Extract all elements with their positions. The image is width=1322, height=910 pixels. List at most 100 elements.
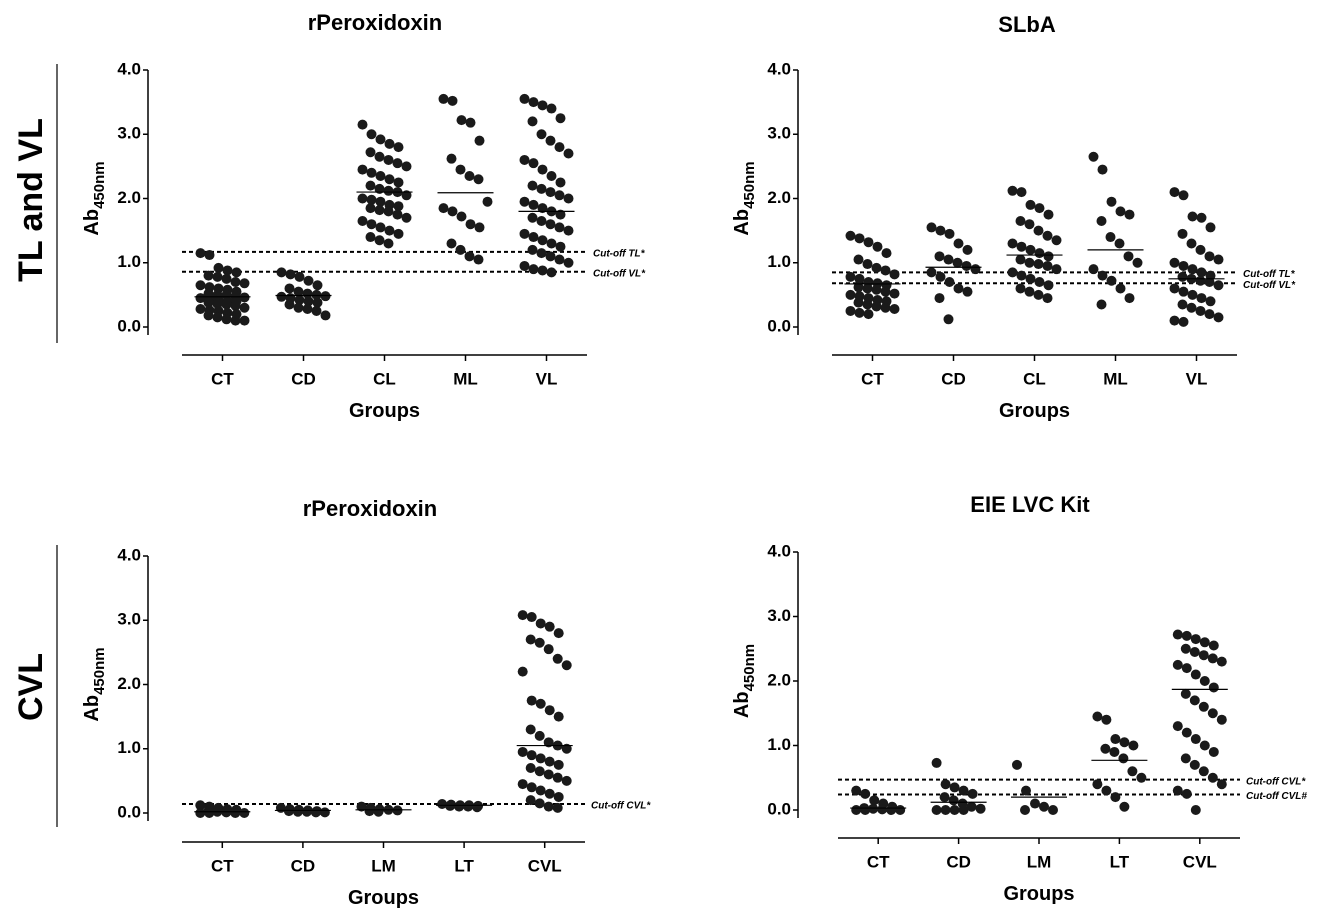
- chart-title: EIE LVC Kit: [970, 492, 1090, 517]
- data-point: [536, 248, 547, 259]
- data-point: [563, 193, 574, 204]
- data-point: [401, 212, 412, 223]
- data-point: [1190, 805, 1201, 815]
- chart-title: rPeroxidoxin: [303, 496, 437, 521]
- data-point: [536, 183, 547, 194]
- data-point: [195, 304, 206, 315]
- data-point: [1190, 634, 1201, 645]
- data-point: [1216, 656, 1227, 667]
- data-point: [357, 193, 368, 204]
- data-point: [465, 117, 476, 128]
- data-point: [319, 807, 330, 818]
- data-point: [961, 260, 972, 271]
- x-tick-label: CD: [291, 369, 316, 388]
- data-point: [545, 187, 556, 198]
- data-point: [1198, 701, 1209, 712]
- data-point: [851, 805, 862, 815]
- data-point: [1136, 772, 1147, 783]
- data-point: [204, 808, 215, 818]
- data-point: [526, 695, 537, 706]
- data-point: [853, 297, 864, 308]
- cutoff-label: Cut-off CVL*: [591, 801, 651, 812]
- data-point: [561, 775, 572, 786]
- x-tick-label: CL: [1023, 369, 1046, 388]
- data-point: [446, 238, 457, 249]
- data-point: [1043, 251, 1054, 262]
- data-point: [383, 238, 394, 249]
- data-point: [563, 148, 574, 159]
- y-axis-label: Ab450nm: [81, 647, 108, 721]
- data-point: [1042, 260, 1053, 271]
- data-point: [935, 225, 946, 236]
- data-point: [528, 97, 539, 108]
- x-tick-label: CVL: [1183, 852, 1217, 871]
- data-point: [1205, 222, 1216, 233]
- data-point: [1115, 206, 1126, 217]
- data-point: [1051, 235, 1062, 246]
- data-point: [312, 280, 323, 291]
- data-point: [357, 119, 368, 130]
- data-point: [555, 209, 566, 220]
- data-point: [1187, 211, 1198, 222]
- data-point: [535, 785, 546, 796]
- data-point: [853, 282, 864, 293]
- data-point: [213, 262, 224, 273]
- data-point: [1216, 779, 1227, 790]
- data-point: [1034, 203, 1045, 214]
- x-tick-label: CT: [211, 856, 234, 875]
- data-point: [1189, 695, 1200, 706]
- y-tick-label: 2.0: [767, 188, 791, 207]
- data-point: [195, 280, 206, 291]
- data-point: [543, 644, 554, 655]
- data-point: [528, 264, 539, 275]
- data-point: [230, 315, 241, 326]
- data-point: [534, 637, 545, 648]
- data-point: [1213, 280, 1224, 291]
- data-point: [1198, 650, 1209, 661]
- data-point: [1016, 241, 1027, 252]
- data-point: [517, 610, 528, 621]
- data-point: [474, 135, 485, 146]
- data-point: [554, 254, 565, 265]
- data-point: [1172, 629, 1183, 640]
- data-point: [292, 806, 303, 817]
- data-point: [536, 129, 547, 140]
- data-point: [537, 235, 548, 246]
- data-point: [546, 238, 557, 249]
- data-point: [543, 801, 554, 812]
- y-axis-label-main: Ab: [731, 209, 753, 236]
- y-axis-label: Ab450nm: [731, 161, 758, 235]
- data-point: [962, 286, 973, 297]
- data-point: [536, 215, 547, 226]
- cutoff-label: Cut-off CVL*: [1246, 776, 1306, 787]
- data-point: [1015, 283, 1026, 294]
- data-point: [1024, 257, 1035, 268]
- data-point: [555, 113, 566, 124]
- data-point: [293, 302, 304, 313]
- cutoff-label: Cut-off CVL#: [1246, 791, 1307, 802]
- data-point: [1195, 244, 1206, 255]
- data-point: [472, 802, 483, 813]
- x-tick-label: CD: [946, 852, 971, 871]
- data-point: [1042, 230, 1053, 241]
- data-point: [1178, 190, 1189, 201]
- data-point: [1025, 273, 1036, 284]
- data-point: [537, 164, 548, 175]
- y-axis-label-main: Ab: [731, 691, 753, 718]
- data-point: [1024, 219, 1035, 230]
- data-point: [1015, 215, 1026, 226]
- y-axis-label-sub: 450nm: [741, 161, 758, 209]
- data-point: [221, 273, 232, 284]
- x-tick-label: LM: [371, 856, 396, 875]
- data-point: [935, 271, 946, 282]
- data-point: [517, 746, 528, 757]
- data-point: [365, 147, 376, 158]
- data-point: [519, 93, 530, 104]
- data-point: [967, 788, 978, 799]
- data-point: [889, 288, 900, 299]
- data-point: [1169, 315, 1180, 326]
- data-point: [889, 269, 900, 280]
- data-point: [456, 115, 467, 126]
- data-point: [1119, 801, 1130, 812]
- data-point: [446, 153, 457, 164]
